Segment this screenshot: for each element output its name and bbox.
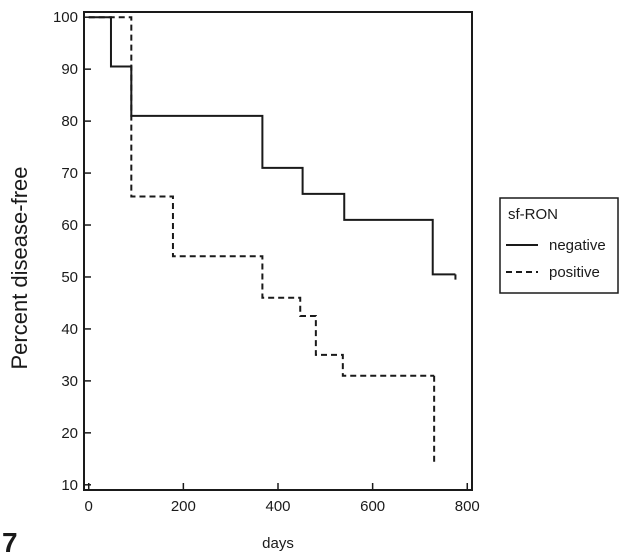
y-tick-label: 90: [61, 61, 78, 78]
y-tick-label: 70: [61, 165, 78, 182]
panel-label: 7: [2, 527, 18, 555]
series-line-negative: [88, 16, 457, 280]
x-tick-label: 400: [265, 498, 290, 515]
y-tick-label: 10: [61, 477, 78, 494]
y-axis-label: Percent disease-free: [7, 167, 32, 370]
series-line-positive: [88, 16, 436, 465]
legend: sf-RON negative positive: [499, 197, 619, 294]
series-layer: [88, 16, 457, 465]
y-tick-label: 40: [61, 321, 78, 338]
y-axis-ticks: 10 20 30 40 50 60 70 80 90 100: [53, 9, 91, 494]
x-axis-label: days: [262, 535, 294, 552]
plot-frame: [83, 11, 473, 491]
x-tick-label: 0: [85, 498, 93, 515]
y-tick-label: 30: [61, 373, 78, 390]
x-axis-ticks: 0 200 400 600 800: [85, 483, 480, 515]
x-tick-label: 600: [360, 498, 385, 515]
y-tick-label: 50: [61, 269, 78, 286]
legend-label-negative: negative: [549, 237, 606, 254]
x-tick-label: 800: [455, 498, 480, 515]
legend-title: sf-RON: [508, 206, 558, 223]
legend-label-positive: positive: [549, 264, 600, 281]
y-tick-label: 80: [61, 113, 78, 130]
x-tick-label: 200: [171, 498, 196, 515]
y-tick-label: 100: [53, 9, 78, 26]
y-tick-label: 20: [61, 425, 78, 442]
y-tick-label: 60: [61, 217, 78, 234]
